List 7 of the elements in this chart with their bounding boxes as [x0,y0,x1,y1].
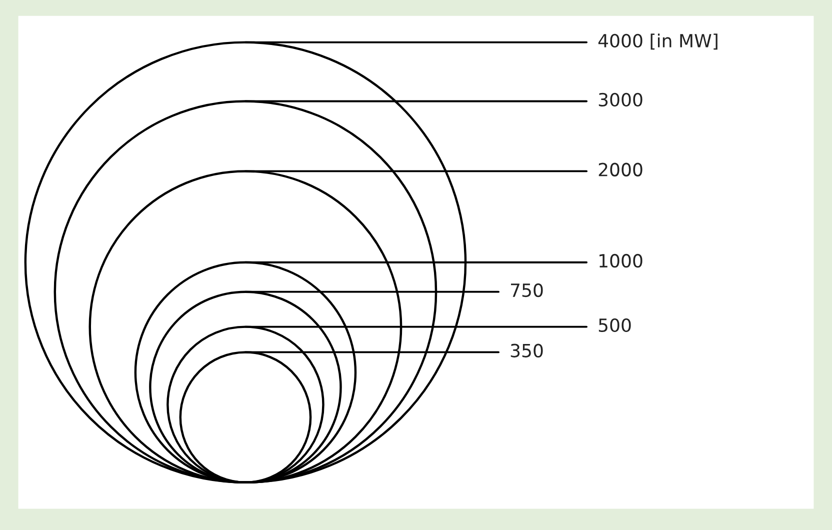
data-label: 2000 [598,162,642,176]
data-label: 350 [510,344,543,358]
data-label: 500 [598,318,631,332]
data-label: 1000 [600,254,642,268]
data-label: 3000 [598,92,642,107]
data-label: 4000 [in MW] [598,34,718,50]
data-label: 750 [511,283,543,298]
